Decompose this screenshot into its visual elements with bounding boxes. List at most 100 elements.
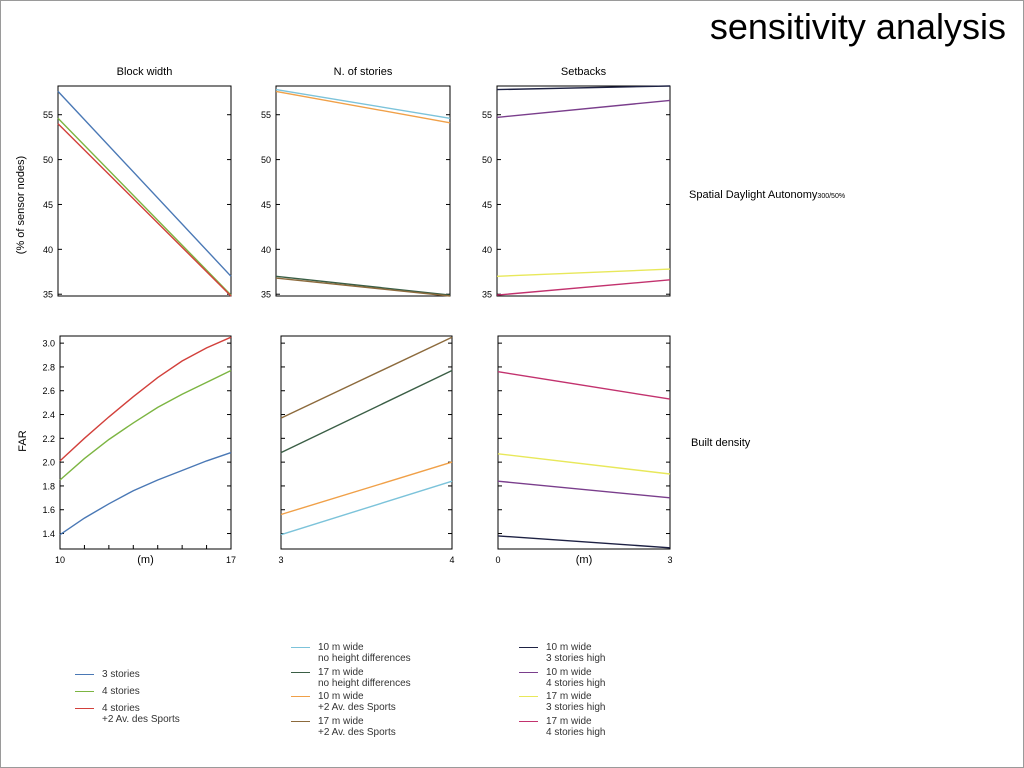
legend-label-line: 10 m wide bbox=[546, 642, 592, 653]
far-block-plot-frame bbox=[59, 335, 232, 550]
sda-stories-series-line bbox=[275, 275, 451, 296]
sda-stories-series-line bbox=[275, 88, 451, 119]
far-setbacks-series-line bbox=[497, 371, 671, 400]
legend-label-line: 10 m wide bbox=[318, 642, 364, 653]
legend-swatch bbox=[519, 696, 538, 697]
legend-label-line: 4 stories bbox=[102, 686, 140, 697]
y-tick-label: 2.0 bbox=[42, 458, 55, 468]
y-tick-label: 35 bbox=[482, 290, 492, 300]
y-tick-label: 45 bbox=[43, 200, 53, 210]
legend-label-line: no height differences bbox=[318, 677, 411, 689]
far-setbacks-series-line bbox=[497, 453, 671, 475]
legend-label-line: 10 m wide bbox=[546, 666, 592, 678]
legend-swatch bbox=[291, 671, 310, 673]
legend-label-line: 10 m wide bbox=[318, 691, 364, 702]
y-tick-label: 40 bbox=[43, 245, 53, 255]
legend-swatch bbox=[291, 647, 310, 648]
legend-swatch bbox=[519, 647, 538, 648]
sda-stories-title: N. of stories bbox=[334, 66, 393, 78]
y-tick-label: 50 bbox=[482, 155, 492, 165]
legend-label-line: 17 m wide bbox=[318, 715, 364, 727]
legend-label-line: 3 stories bbox=[102, 669, 140, 680]
legend-label: 10 m wide no height differences bbox=[318, 642, 411, 664]
y-tick-label: 55 bbox=[261, 110, 271, 120]
x-tick-label: 3 bbox=[667, 555, 672, 565]
x-tick-label: 10 bbox=[55, 555, 65, 565]
legend-label: 17 m wide +2 Av. des Sports bbox=[318, 716, 396, 738]
sda-setbacks-series-line bbox=[496, 268, 671, 277]
legend-label: 4 stories +2 Av. des Sports bbox=[102, 703, 180, 725]
y-tick-label: 45 bbox=[261, 200, 271, 210]
far-stories-plot-frame bbox=[280, 335, 453, 550]
legend-label: 10 m wide 4 stories high bbox=[546, 667, 605, 689]
sda-row-label-sub: 300/50% bbox=[817, 193, 845, 200]
legend-label: 17 m wide 3 stories high bbox=[546, 691, 605, 713]
far-setbacks-series-line bbox=[497, 535, 671, 549]
far-stories-series-line bbox=[280, 480, 453, 536]
sda-stories-series-line bbox=[275, 90, 451, 124]
y-tick-label: 35 bbox=[261, 290, 271, 300]
y-tick-label: 40 bbox=[261, 245, 271, 255]
y-tick-label: 2.2 bbox=[42, 434, 55, 444]
legend-label-line: 4 stories high bbox=[546, 677, 606, 689]
sda-stories-chart: N. of stories 35 40 45 50 55 bbox=[261, 66, 451, 300]
sda-setbacks-series-line bbox=[496, 85, 671, 91]
sda-block-title: Block width bbox=[117, 66, 173, 78]
far-block-chart: 1.4 1.6 1.8 2.0 2.2 2.4 2.6 2.8 3.0 10 17 (m) bbox=[42, 335, 236, 566]
y-tick-label: 1.4 bbox=[42, 529, 55, 539]
y-tick-label: 50 bbox=[43, 155, 53, 165]
x-tick-label: 3 bbox=[278, 555, 283, 565]
density-row-label: Built density bbox=[691, 437, 751, 449]
y-tick-label: 55 bbox=[43, 110, 53, 120]
sda-block-series-line bbox=[57, 123, 232, 297]
sda-setbacks-title: Setbacks bbox=[561, 66, 607, 78]
far-stories-series-line bbox=[280, 461, 453, 516]
far-setbacks-plot-frame bbox=[497, 335, 671, 550]
y-tick-label: 2.4 bbox=[42, 410, 55, 420]
sda-block-series-line bbox=[57, 117, 232, 296]
sda-row-label: Spatial Daylight Autonomy300/50% bbox=[689, 189, 845, 201]
far-y-axis-label: FAR bbox=[17, 430, 29, 451]
sda-stories-series-line bbox=[275, 277, 451, 297]
legend-swatch bbox=[519, 720, 538, 722]
sda-stories-plot-frame bbox=[275, 85, 451, 297]
legend-label-line: +2 Av. des Sports bbox=[318, 726, 396, 738]
legend-label-line: +2 Av. des Sports bbox=[318, 702, 396, 713]
y-tick-label: 55 bbox=[482, 110, 492, 120]
legend-label: 4 stories bbox=[102, 686, 140, 697]
y-tick-label: 1.8 bbox=[42, 481, 55, 491]
legend-swatch bbox=[519, 671, 538, 673]
sda-setbacks-series-line bbox=[496, 279, 671, 296]
legend-label-line: 3 stories high bbox=[546, 653, 606, 664]
far-stories-series-line bbox=[280, 336, 453, 419]
x-tick-label: 0 bbox=[495, 555, 500, 565]
legend-label-line: 4 stories bbox=[102, 703, 140, 714]
page-title: sensitivity analysis bbox=[709, 6, 1006, 47]
far-stories-series-line bbox=[280, 369, 453, 454]
legend-swatch bbox=[75, 691, 94, 692]
sda-block-plot-frame bbox=[57, 85, 232, 297]
legend-swatch bbox=[291, 696, 310, 697]
sda-setbacks-chart: Setbacks 35 40 45 50 55 bbox=[482, 66, 671, 300]
sda-block-series-line bbox=[57, 90, 232, 277]
y-tick-label: 2.6 bbox=[42, 386, 55, 396]
y-tick-label: 40 bbox=[482, 245, 492, 255]
sda-y-axis-label: (% of sensor nodes) bbox=[15, 156, 27, 254]
legend-label-line: 17 m wide bbox=[546, 691, 592, 702]
sda-setbacks-series-line bbox=[496, 99, 671, 119]
legend-label-line: 3 stories high bbox=[546, 702, 606, 713]
sda-setbacks-plot-frame bbox=[496, 85, 671, 297]
legend-swatch bbox=[75, 708, 94, 709]
legend-label-line: 17 m wide bbox=[318, 666, 364, 678]
legend-label: 17 m wide no height differences bbox=[318, 667, 411, 689]
far-setbacks-chart: 0 3 (m) bbox=[495, 335, 673, 566]
legend-label-line: +2 Av. des Sports bbox=[102, 714, 180, 725]
y-tick-label: 1.6 bbox=[42, 505, 55, 515]
legend-label: 10 m wide 3 stories high bbox=[546, 642, 605, 664]
legend-label-line: no height differences bbox=[318, 653, 411, 664]
legend-label: 17 m wide 4 stories high bbox=[546, 716, 605, 738]
sda-block-chart: Block width 35 40 45 50 55 bbox=[43, 66, 232, 300]
x-tick-label: 17 bbox=[226, 555, 236, 565]
y-tick-label: 3.0 bbox=[42, 339, 55, 349]
